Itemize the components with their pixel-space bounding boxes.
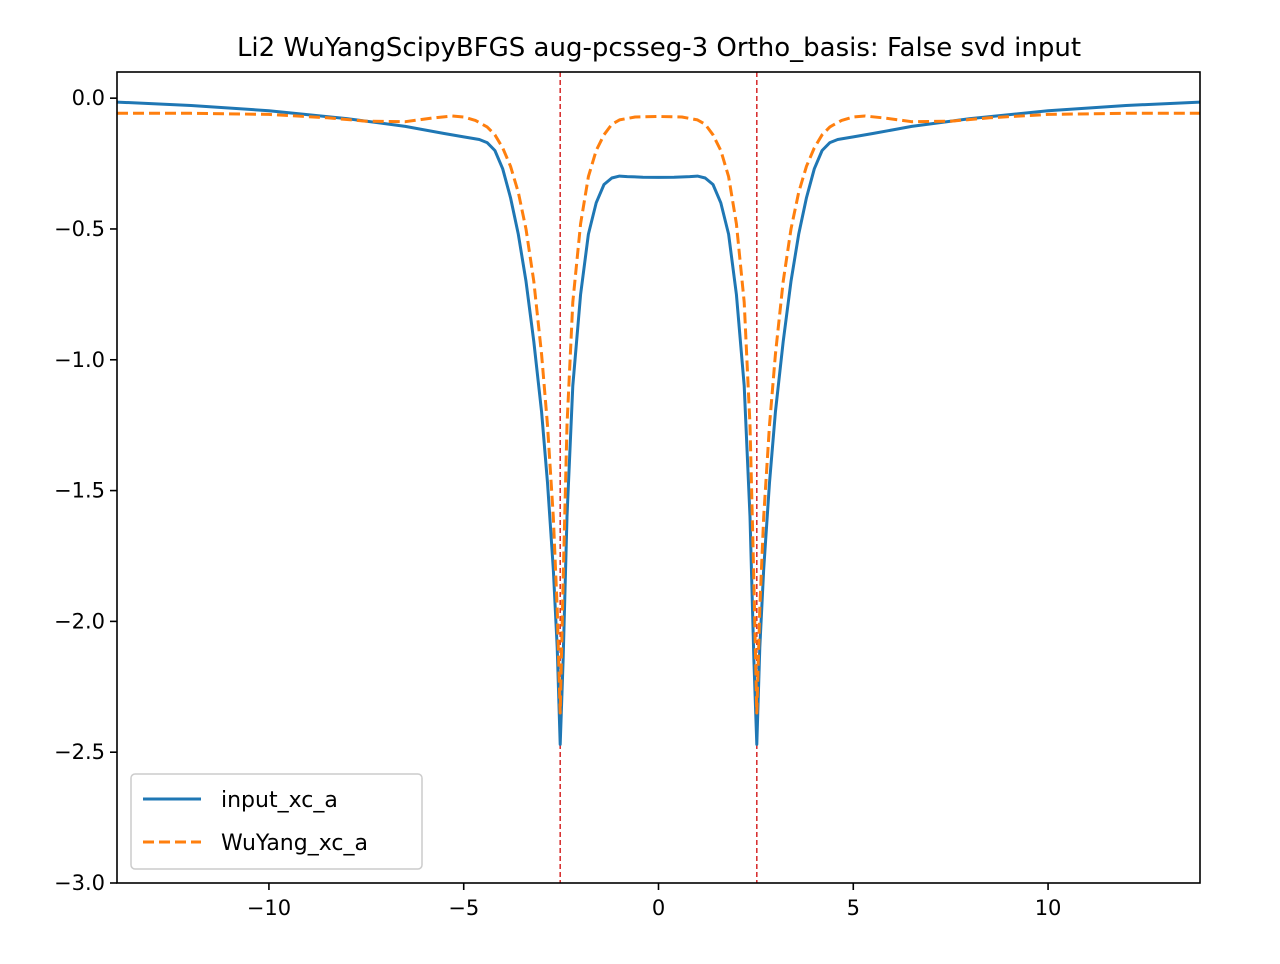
y-tick-label: −3.0 — [54, 871, 105, 895]
chart-title: Li2 WuYangScipyBFGS aug-pcsseg-3 Ortho_b… — [237, 33, 1081, 63]
y-tick-label: −2.0 — [54, 609, 105, 633]
plot-lines — [117, 72, 1200, 883]
y-tick-label: −2.5 — [54, 740, 105, 764]
axes: −10 −5 0 5 10 0.0 −0.5 −1.0 −1.5 −2.0 −2.5 −3.0 — [54, 71, 1201, 920]
axes-frame — [116, 71, 1201, 884]
series-line-input_xc_a — [117, 100, 1200, 746]
legend-label-WuYang_xc_a: WuYang_xc_a — [221, 831, 368, 856]
legend-box — [130, 773, 423, 870]
y-tick-label: −0.5 — [54, 217, 105, 241]
x-tick-label: −5 — [448, 896, 479, 920]
legend-label-input_xc_a: input_xc_a — [221, 788, 338, 813]
series-line-WuYang_xc_a — [117, 111, 1200, 715]
x-tick-label: 5 — [847, 896, 860, 920]
x-tick-label: −10 — [247, 896, 291, 920]
y-tick-label: −1.0 — [54, 348, 105, 372]
x-tick-label: 10 — [1035, 896, 1062, 920]
x-tick-label: 0 — [652, 896, 665, 920]
y-tick-label: 0.0 — [72, 86, 105, 110]
y-tick-label: −1.5 — [54, 479, 105, 503]
legend: input_xc_a WuYang_xc_a — [130, 773, 423, 870]
